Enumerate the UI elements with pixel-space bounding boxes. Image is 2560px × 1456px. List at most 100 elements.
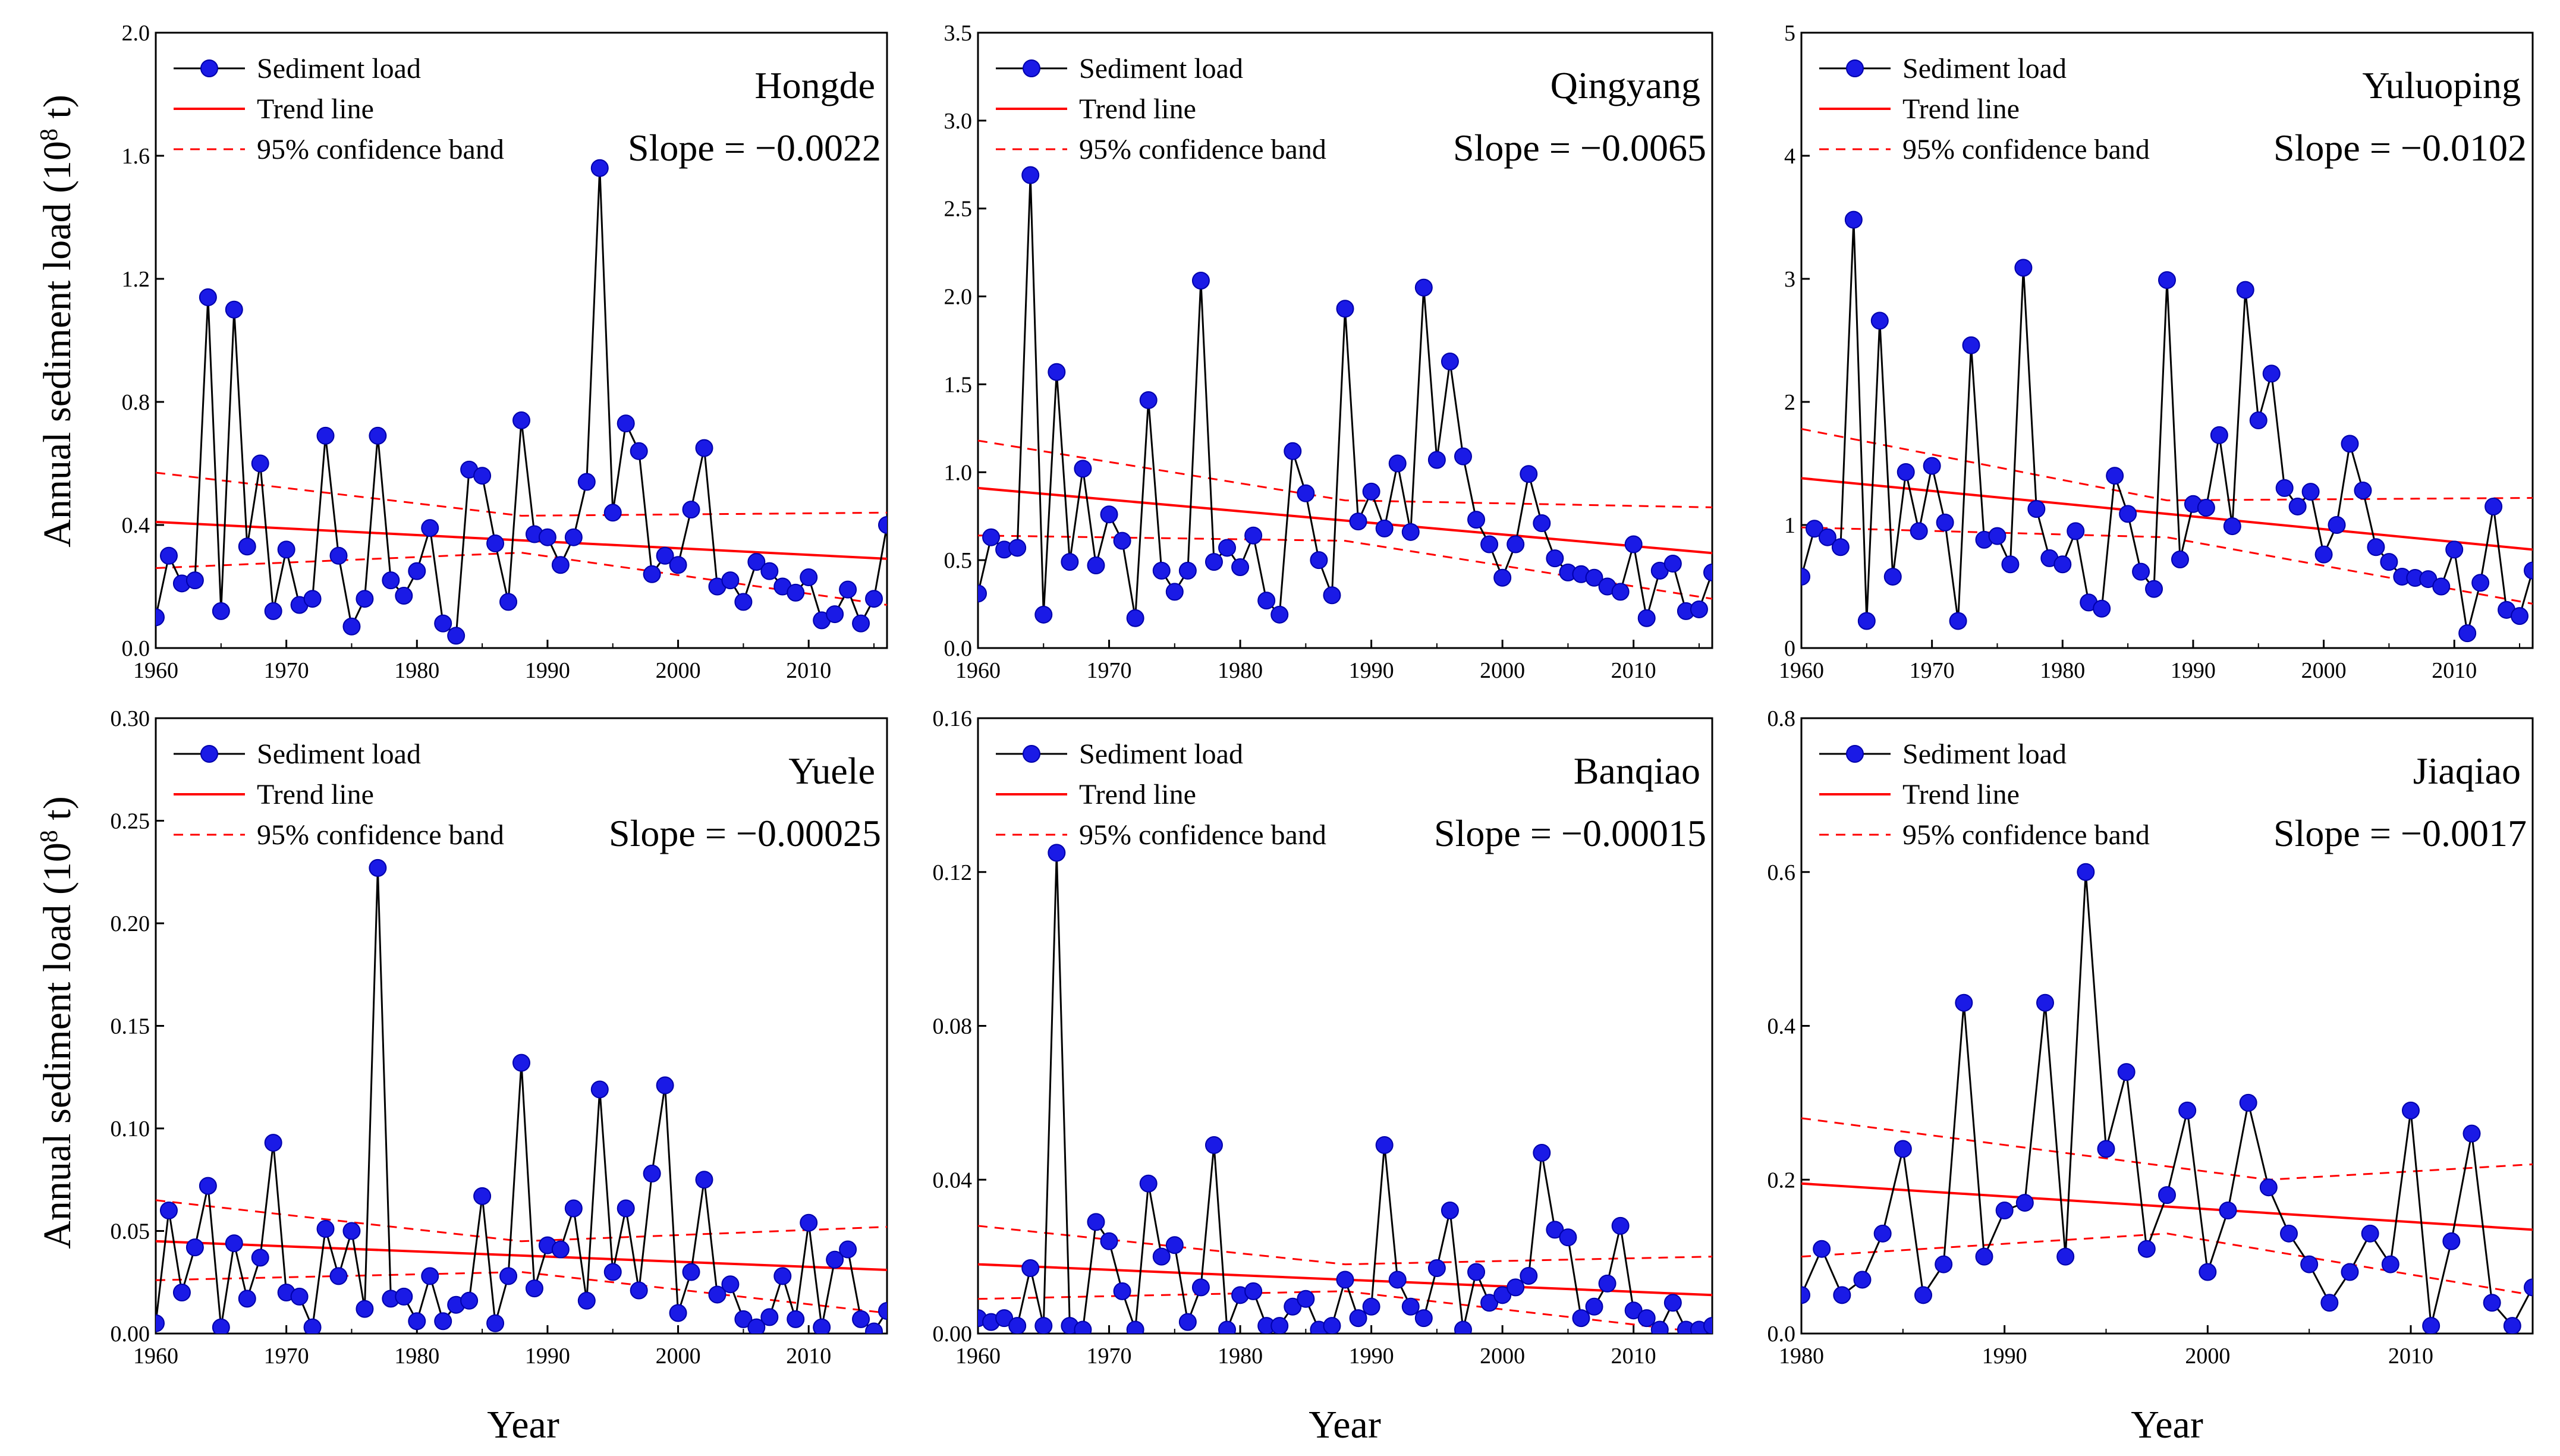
data-point: [695, 439, 713, 457]
data-point: [2511, 607, 2529, 625]
data-point: [760, 562, 779, 580]
x-tick-label: 2010: [2432, 658, 2477, 683]
data-point: [1034, 1317, 1053, 1334]
data-point: [1480, 535, 1499, 554]
data-point: [2471, 574, 2490, 592]
data-point: [603, 1263, 622, 1281]
x-tick-label: 1960: [133, 658, 178, 683]
data-point: [2197, 499, 2215, 517]
y-tick-label: 0.16: [933, 706, 973, 731]
data-point: [525, 1279, 543, 1298]
legend-band-label: 95% confidence band: [1079, 134, 1326, 165]
y-tick-label: 4: [1784, 144, 1795, 169]
data-point: [1949, 612, 1967, 630]
data-point: [1427, 451, 1446, 469]
legend-series-marker: [1846, 745, 1864, 763]
x-tick-label: 1990: [1982, 1344, 2027, 1369]
data-point: [721, 571, 740, 590]
data-point: [2158, 1186, 2176, 1205]
y-tick-label: 0.00: [111, 1322, 150, 1347]
data-point: [1244, 526, 1263, 545]
slope-annotation: Slope = −0.00025: [609, 812, 881, 854]
data-point: [1297, 484, 1315, 502]
data-point: [2171, 550, 2189, 568]
plot-frame: [977, 32, 1713, 649]
data-point: [2117, 1063, 2136, 1081]
data-point: [2422, 1317, 2441, 1334]
data-point: [2137, 1240, 2156, 1258]
x-tick-label: 2010: [1611, 658, 1656, 683]
data-point: [2361, 1224, 2379, 1243]
sediment-load-line: [156, 168, 887, 638]
chart-panel-yuele: 0.00 0.05 0.10 0.15 0.20 0.25 0.30 1960 1970 1980…: [111, 706, 888, 1369]
data-point: [1624, 1301, 1643, 1320]
data-point: [682, 1263, 700, 1281]
data-point: [2219, 1202, 2237, 1219]
data-point: [1218, 539, 1237, 557]
data-point: [1048, 844, 1066, 862]
x-axis-title-middle: Year: [1309, 1403, 1381, 1446]
legend-trend-label: Trend line: [1079, 93, 1196, 125]
station-name: Hongde: [754, 64, 875, 106]
data-point: [747, 553, 766, 571]
data-point: [1178, 561, 1197, 580]
data-point: [1507, 1278, 1525, 1297]
data-point: [2432, 577, 2451, 596]
data-point: [1388, 1271, 1407, 1289]
data-point: [264, 1134, 282, 1152]
sediment-load-line: [978, 853, 1712, 1331]
data-point: [1611, 1216, 1630, 1235]
y-tick-label: 1.2: [122, 267, 150, 292]
data-point: [826, 1250, 844, 1269]
data-point: [303, 590, 322, 608]
data-point: [2328, 516, 2346, 534]
data-point: [408, 1312, 426, 1331]
data-point: [2524, 561, 2533, 580]
data-point: [1061, 553, 1079, 571]
data-point: [2236, 281, 2254, 299]
x-tick-label: 2000: [2301, 658, 2347, 683]
data-point: [2249, 411, 2267, 430]
data-point: [551, 556, 570, 574]
data-point: [499, 593, 518, 611]
data-point: [1427, 1259, 1446, 1278]
data-point: [2262, 364, 2281, 383]
data-point: [852, 1310, 870, 1328]
data-point: [747, 1318, 766, 1334]
y-tick-label: 0.20: [111, 911, 150, 936]
data-point: [1191, 1278, 1210, 1297]
legend-trend-label: Trend line: [1902, 93, 2020, 125]
data-point: [1805, 520, 1823, 538]
data-point: [1520, 465, 1538, 483]
data-point: [617, 1199, 635, 1218]
data-point: [1533, 1143, 1551, 1162]
data-point: [1297, 1290, 1315, 1308]
data-point: [1375, 519, 1394, 537]
data-point: [617, 414, 635, 433]
data-point: [2067, 522, 2085, 540]
data-point: [156, 608, 165, 627]
data-point: [590, 159, 609, 177]
data-point: [2503, 1317, 2521, 1334]
data-point: [669, 1304, 687, 1322]
chart-panel-jiaqiao: 0.0 0.2 0.4 0.6 0.8 1980 1990 2000 2010 Sediment …: [1768, 706, 2534, 1369]
data-point: [1663, 555, 1682, 573]
data-point: [225, 1234, 243, 1253]
legend-trend-label: Trend line: [1079, 779, 1196, 810]
data-point: [159, 546, 178, 565]
data-point: [486, 534, 505, 553]
data-point: [473, 1187, 492, 1205]
legend-trend-label: Trend line: [257, 93, 374, 125]
legend-series-label: Sediment load: [257, 738, 421, 770]
y-tick-label: 0.10: [111, 1117, 150, 1141]
data-point: [1637, 1309, 1656, 1328]
data-point: [159, 1202, 178, 1219]
x-tick-label: 1990: [525, 1344, 570, 1369]
data-point: [1126, 609, 1144, 627]
x-tick-label: 1970: [264, 1344, 309, 1369]
data-point: [734, 593, 753, 611]
x-tick-label: 1960: [955, 658, 1001, 683]
data-point: [1598, 1274, 1616, 1293]
data-point: [1375, 1136, 1394, 1155]
